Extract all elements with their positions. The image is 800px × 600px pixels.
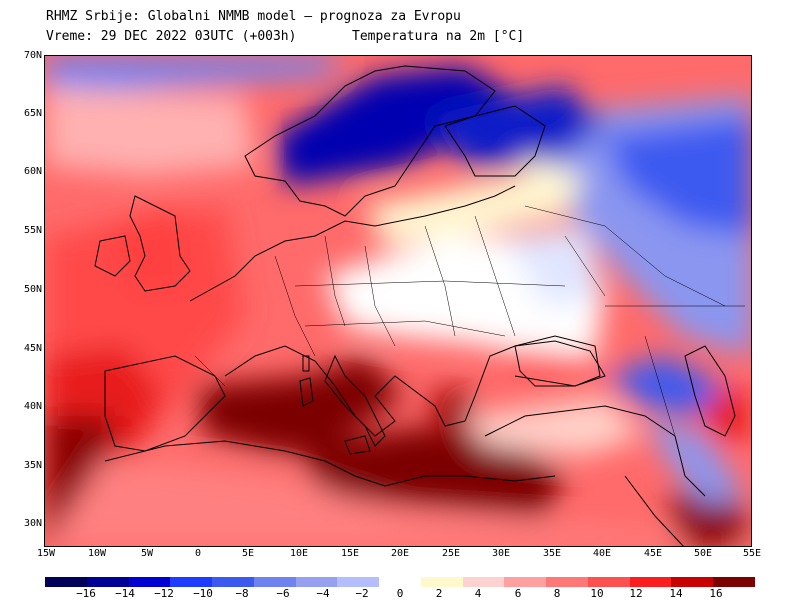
lon-label: 10W bbox=[87, 548, 107, 559]
lat-label: 30N bbox=[23, 518, 42, 529]
lon-label: 55E bbox=[742, 548, 762, 559]
colorbar-label: −10 bbox=[193, 587, 213, 600]
colorbar-label: 0 bbox=[396, 587, 404, 600]
colorbar-swatch bbox=[170, 577, 213, 587]
colorbar-label: 12 bbox=[629, 587, 643, 600]
colorbar bbox=[45, 577, 756, 587]
colorbar-swatch bbox=[379, 577, 421, 587]
forecast-time: Vreme: 29 DEC 2022 03UTC (+003h) bbox=[46, 29, 297, 44]
colorbar-label: 16 bbox=[709, 587, 723, 600]
colorbar-swatch bbox=[253, 577, 296, 587]
lat-label: 45N bbox=[23, 343, 42, 354]
lat-label: 55N bbox=[23, 225, 42, 236]
lon-label: 30E bbox=[491, 548, 511, 559]
colorbar-swatch bbox=[546, 577, 588, 587]
colorbar-swatch bbox=[671, 577, 714, 587]
colorbar-label: −4 bbox=[316, 587, 330, 600]
colorbar-swatch bbox=[128, 577, 171, 587]
lon-label: 10E bbox=[289, 548, 309, 559]
colorbar-swatch bbox=[212, 577, 254, 587]
colorbar-label: −16 bbox=[76, 587, 96, 600]
colorbar-swatch bbox=[420, 577, 463, 587]
lat-label: 40N bbox=[23, 401, 42, 412]
colorbar-label: 4 bbox=[474, 587, 482, 600]
lon-label: 0 bbox=[194, 548, 202, 559]
colorbar-label: 6 bbox=[514, 587, 522, 600]
lon-label: 35E bbox=[542, 548, 562, 559]
variable-title: Temperatura na 2m [°C] bbox=[352, 29, 525, 44]
lon-label: 5E bbox=[241, 548, 255, 559]
colorbar-swatch bbox=[504, 577, 547, 587]
colorbar-label: 2 bbox=[435, 587, 443, 600]
colorbar-label: −6 bbox=[276, 587, 290, 600]
lat-label: 65N bbox=[23, 108, 42, 119]
lon-label: 20E bbox=[390, 548, 410, 559]
colorbar-label: −2 bbox=[355, 587, 369, 600]
colorbar-swatch bbox=[45, 577, 87, 587]
colorbar-swatch bbox=[295, 577, 338, 587]
lon-label: 15E bbox=[340, 548, 360, 559]
colorbar-label: −14 bbox=[115, 587, 135, 600]
temperature-map bbox=[44, 55, 752, 547]
lat-label: 60N bbox=[23, 166, 42, 177]
map-title: RHMZ Srbije: Globalni NMMB model — progn… bbox=[46, 9, 461, 24]
lon-label: 5W bbox=[140, 548, 154, 559]
colorbar-swatch bbox=[629, 577, 672, 587]
colorbar-swatch bbox=[713, 577, 756, 587]
colorbar-label: 8 bbox=[553, 587, 561, 600]
temperature-field bbox=[45, 56, 751, 546]
colorbar-swatch bbox=[86, 577, 129, 587]
colorbar-label: 10 bbox=[590, 587, 604, 600]
colorbar-swatch bbox=[462, 577, 505, 587]
colorbar-label: −12 bbox=[154, 587, 174, 600]
lon-label: 45E bbox=[643, 548, 663, 559]
lon-label: 25E bbox=[441, 548, 461, 559]
lat-label: 70N bbox=[23, 50, 42, 61]
lat-label: 50N bbox=[23, 284, 42, 295]
lon-label: 15W bbox=[36, 548, 56, 559]
lat-label: 35N bbox=[23, 460, 42, 471]
colorbar-label: 14 bbox=[669, 587, 683, 600]
colorbar-swatch bbox=[587, 577, 630, 587]
colorbar-label: −8 bbox=[235, 587, 249, 600]
lon-label: 40E bbox=[592, 548, 612, 559]
lon-label: 50E bbox=[693, 548, 713, 559]
colorbar-swatch bbox=[337, 577, 380, 587]
